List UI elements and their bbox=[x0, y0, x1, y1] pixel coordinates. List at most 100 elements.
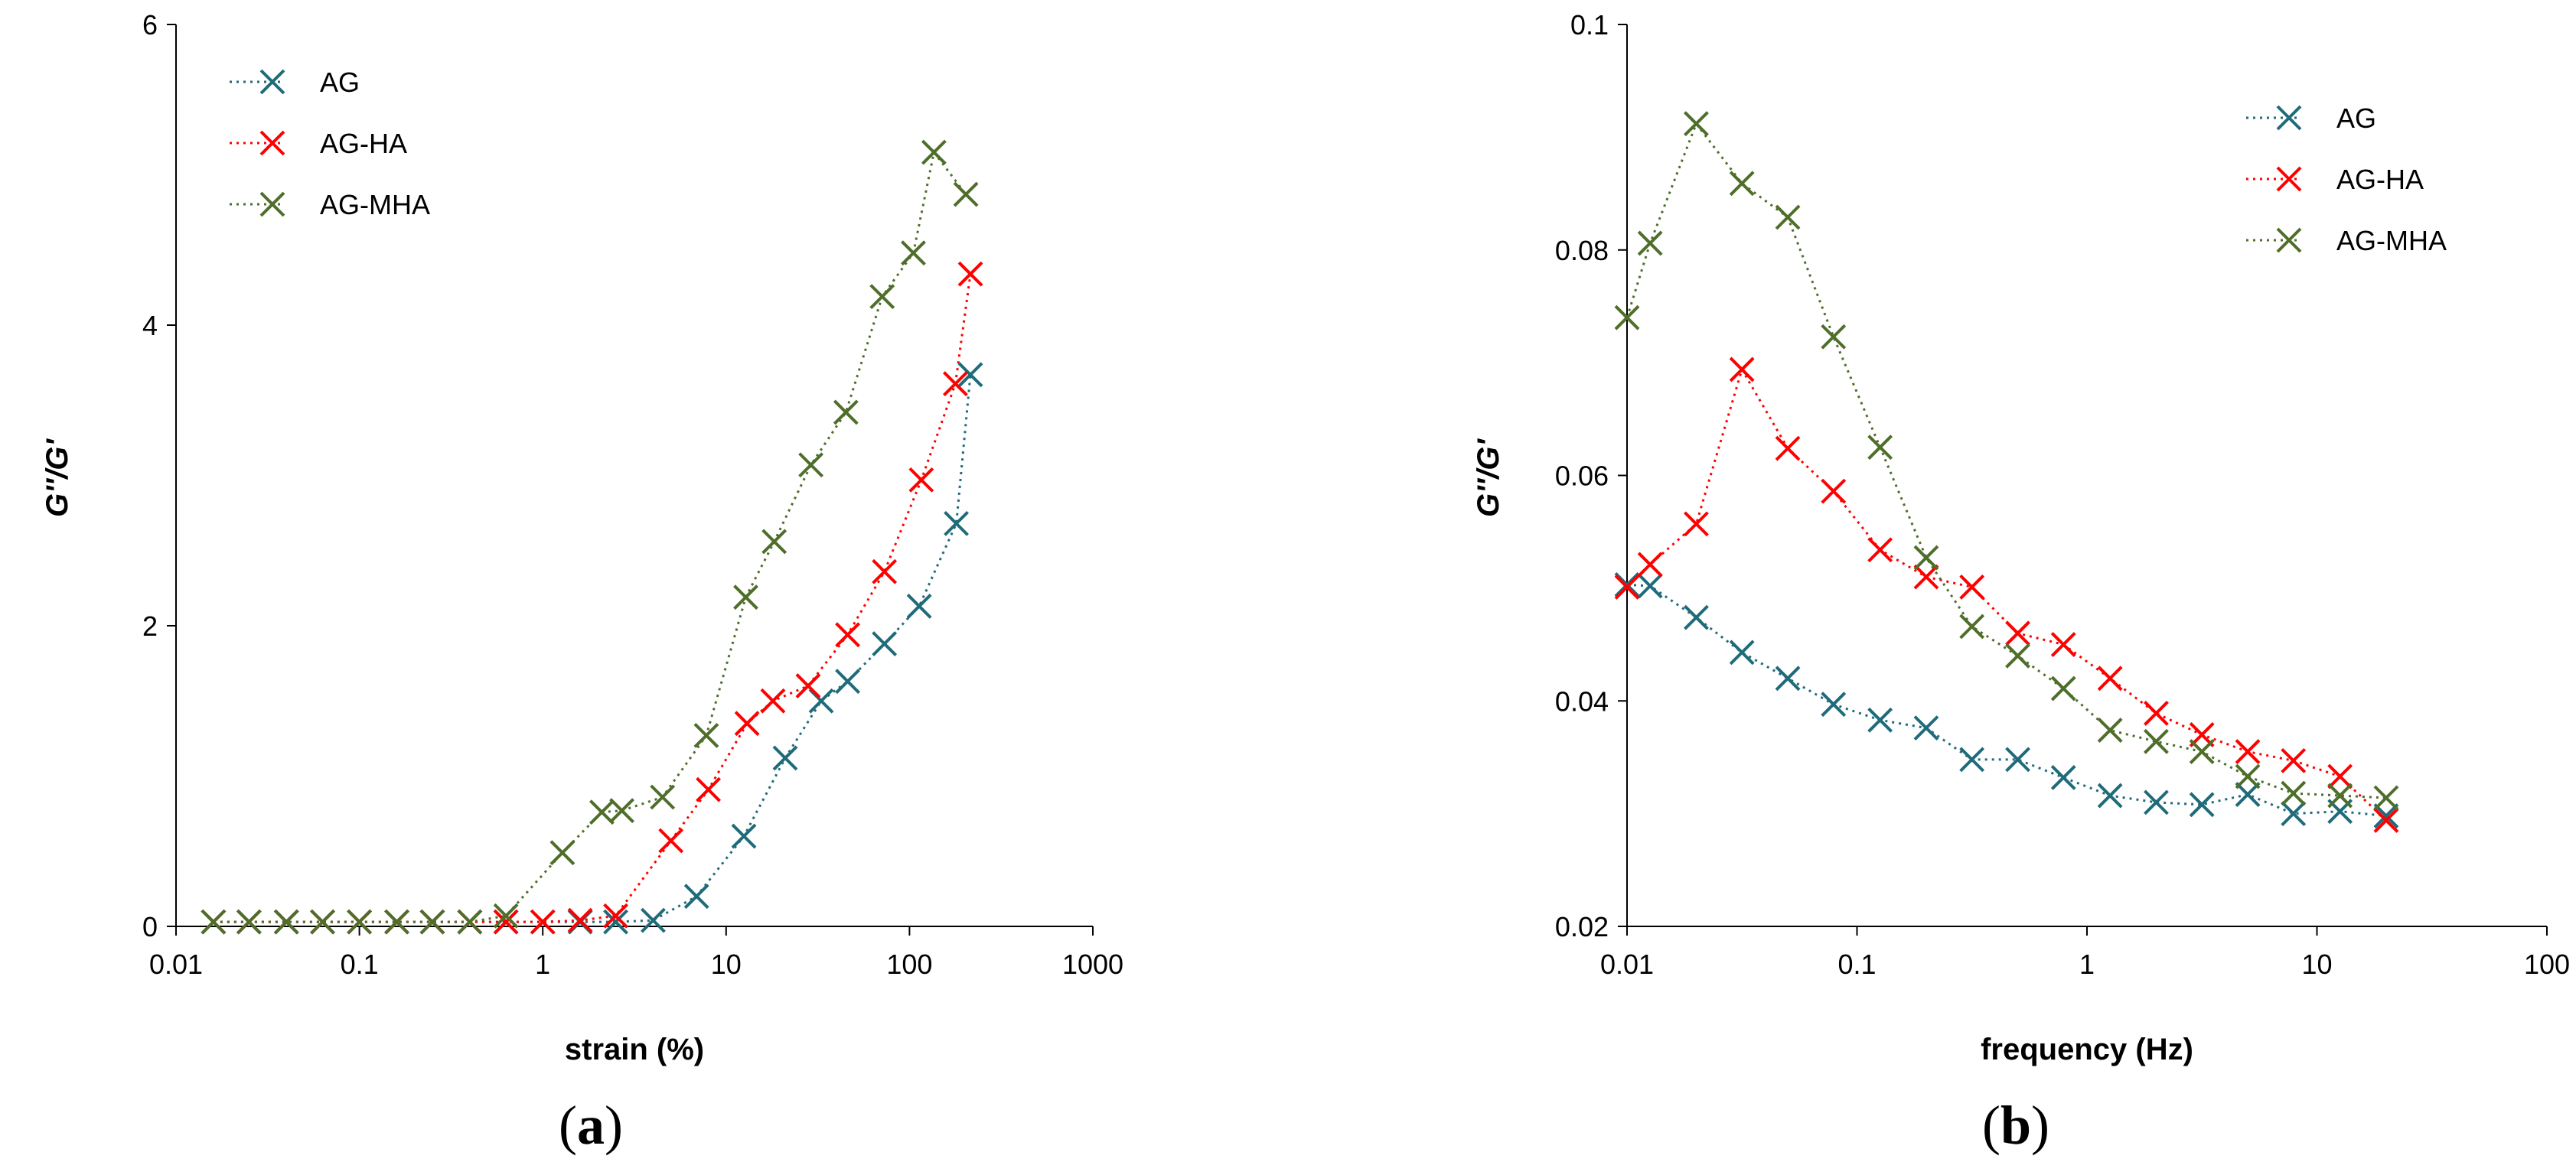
chart-b-data-point bbox=[1913, 715, 1939, 741]
chart-a-x-tick-label: 1 bbox=[535, 949, 550, 980]
chart-a-series-ag-mha bbox=[201, 139, 979, 935]
chart-b-legend-item: AG-HA bbox=[2246, 164, 2424, 195]
chart-a-data-point bbox=[603, 903, 628, 929]
chart-b-x-axis-label: frequency (Hz) bbox=[1981, 1033, 2193, 1066]
chart-b-data-point bbox=[2050, 765, 2076, 790]
chart-b-data-point bbox=[1614, 574, 1640, 600]
chart-a-data-point bbox=[760, 688, 786, 714]
chart-b-data-point bbox=[1867, 537, 1893, 563]
chart-a-data-point bbox=[530, 909, 556, 935]
chart-a-data-point bbox=[419, 909, 445, 935]
chart-b-data-point bbox=[2235, 763, 2261, 789]
chart-b-legend-label: AG bbox=[2336, 103, 2376, 134]
chart-a-data-point bbox=[493, 903, 519, 929]
chart-b-data-point bbox=[2281, 747, 2307, 773]
chart-a-x-ticks: 0.01 0.1 1 10 100 1000 bbox=[149, 926, 1123, 980]
chart-b-data-point bbox=[2144, 728, 2169, 754]
chart-b-legend-marker bbox=[2276, 227, 2302, 253]
chart-a-series-line bbox=[213, 149, 967, 923]
panel-a-letter: a bbox=[577, 1095, 605, 1156]
chart-a-data-point bbox=[872, 558, 898, 584]
chart-b-x-tick-label: 0.1 bbox=[1837, 949, 1876, 980]
chart-a-x-tick-label: 0.1 bbox=[341, 949, 379, 980]
chart-a-legend-marker bbox=[259, 191, 285, 217]
chart-b-data-point bbox=[2373, 803, 2399, 828]
chart-b-series-ag-mha bbox=[1614, 111, 2399, 811]
chart-a-data-point bbox=[835, 669, 861, 695]
chart-b-data-point bbox=[2189, 739, 2215, 764]
chart-a-data-point bbox=[641, 907, 666, 933]
chart-a-data-point bbox=[457, 909, 483, 935]
chart-a-data-point bbox=[683, 884, 709, 910]
chart-a-data-point bbox=[384, 909, 409, 935]
chart-a-data-point bbox=[921, 139, 947, 165]
chart-a-data-point bbox=[693, 723, 719, 748]
chart-a-y-axis-label: G''/G' bbox=[41, 438, 74, 517]
chart-a-y-tick-label: 0 bbox=[142, 911, 158, 942]
chart-b-y-tick-label: 0.02 bbox=[1555, 911, 1609, 942]
chart-a-series bbox=[201, 139, 983, 935]
chart-b-data-point bbox=[2144, 789, 2169, 815]
chart-a-data-point bbox=[567, 907, 593, 933]
chart-a-data-point bbox=[795, 673, 821, 699]
chart-b-legend: AG AG-HA AG-MHA bbox=[2246, 103, 2447, 256]
chart-a-data-point bbox=[589, 799, 615, 825]
panel-b-label: (b) bbox=[1982, 1095, 2049, 1156]
chart-b-data-point bbox=[1959, 574, 1985, 600]
chart-a-series-ag bbox=[201, 362, 983, 935]
chart-b-data-point bbox=[2373, 808, 2399, 833]
chart-a-data-point bbox=[733, 584, 758, 610]
chart-a-legend: AG AG-HA AG-MHA bbox=[230, 67, 430, 220]
chart-b-x-tick-label: 0.01 bbox=[1600, 949, 1654, 980]
chart-b-data-point bbox=[2050, 632, 2076, 657]
chart-b-data-point bbox=[2050, 675, 2076, 701]
chart-a-y-tick-label: 2 bbox=[142, 610, 158, 642]
chart-b-data-point bbox=[1637, 573, 1663, 599]
chart-b-data-point bbox=[2005, 620, 2030, 646]
chart-b-data-point bbox=[1614, 304, 1640, 330]
chart-a-series-line bbox=[213, 273, 972, 923]
chart-b-data-point bbox=[2005, 643, 2030, 669]
chart-b-data-point bbox=[1684, 604, 1709, 630]
chart-b-data-point bbox=[1821, 692, 1847, 718]
chart-b-data-point bbox=[1913, 545, 1939, 571]
chart-b-legend-label: AG-HA bbox=[2336, 164, 2424, 195]
chart-a-data-point bbox=[798, 452, 824, 478]
chart-a-series-line bbox=[213, 374, 972, 923]
chart-a-data-point bbox=[869, 284, 895, 310]
chart-b-legend-label: AG-MHA bbox=[2336, 225, 2447, 256]
chart-b-data-point bbox=[2235, 782, 2261, 807]
panel-b-letter: b bbox=[2000, 1095, 2031, 1156]
chart-b-y-tick-label: 0.1 bbox=[1570, 9, 1609, 41]
chart-a-data-point bbox=[835, 622, 861, 648]
chart-a-data-point bbox=[549, 840, 576, 866]
chart-b-y-ticks: 0.02 0.04 0.06 0.08 0.1 bbox=[1555, 9, 1627, 942]
chart-b-x-tick-label: 1 bbox=[2079, 949, 2095, 980]
chart-a-data-point bbox=[953, 181, 979, 207]
chart-b-data-point bbox=[1913, 564, 1939, 590]
chart-a-data-point bbox=[833, 399, 859, 425]
chart-b-data-point bbox=[2281, 801, 2307, 827]
chart-a-y-tick-label: 6 bbox=[142, 9, 158, 41]
svg-text:(a): (a) bbox=[559, 1095, 623, 1156]
chart-a-data-point bbox=[658, 828, 684, 854]
chart-a-legend-marker bbox=[259, 69, 285, 95]
svg-text:(b): (b) bbox=[1982, 1095, 2049, 1156]
chart-b-data-point bbox=[2327, 783, 2353, 809]
chart-b-data-point bbox=[1684, 511, 1709, 537]
chart-a-data-point bbox=[942, 371, 968, 397]
chart-a: 0.01 0.1 1 10 100 1000 0 2 4 6 AG AG-HA AG-MHA str… bbox=[41, 9, 1123, 1156]
chart-b-y-tick-label: 0.06 bbox=[1555, 461, 1609, 492]
chart-a-data-point bbox=[731, 823, 757, 849]
chart-a-legend-label: AG-HA bbox=[320, 128, 407, 159]
chart-b: 0.01 0.1 1 10 100 0.02 0.04 0.06 0.08 0.1 AG AG-H… bbox=[1472, 9, 2570, 1156]
chart-a-data-point bbox=[957, 362, 983, 388]
chart-a-x-tick-label: 0.01 bbox=[149, 949, 203, 980]
chart-b-data-point bbox=[2097, 783, 2123, 809]
chart-a-legend-item: AG-MHA bbox=[230, 189, 430, 220]
chart-b-data-point bbox=[1637, 552, 1663, 578]
chart-b-y-axis-label: G''/G' bbox=[1472, 438, 1505, 517]
chart-b-data-point bbox=[1775, 204, 1801, 230]
chart-a-series-ag-ha bbox=[201, 261, 983, 935]
